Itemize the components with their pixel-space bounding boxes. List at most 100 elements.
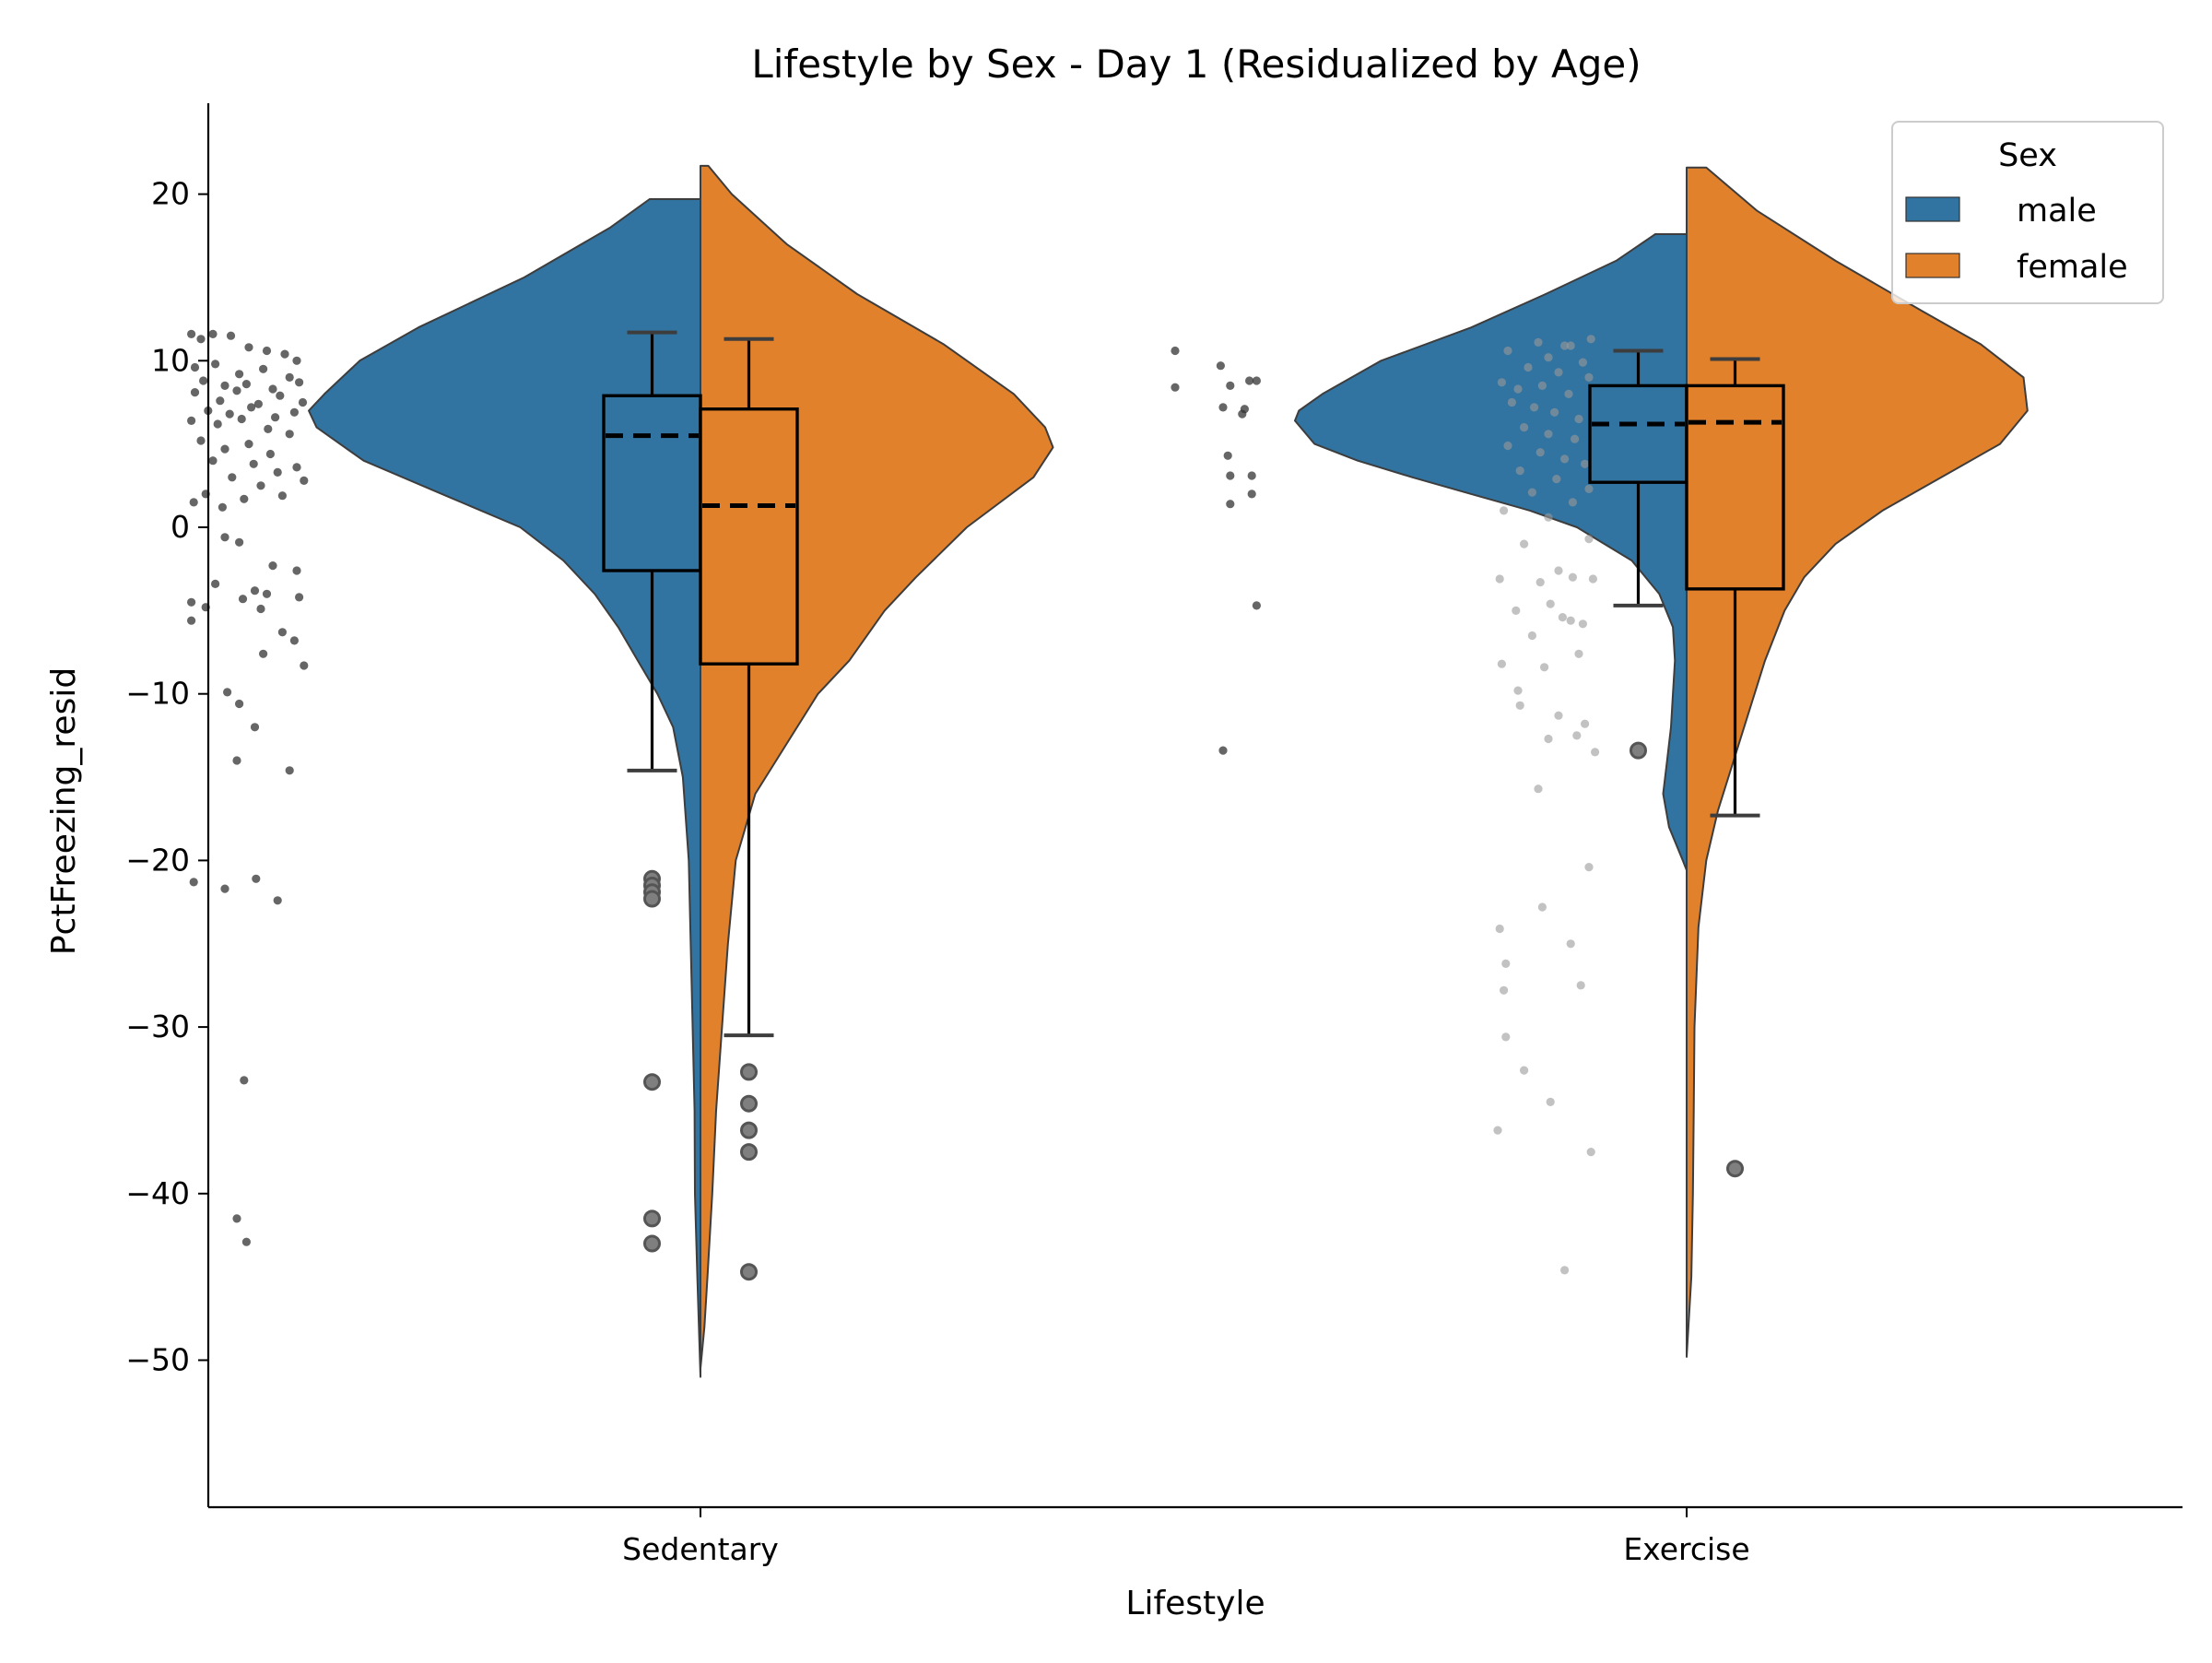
y-tick-label: −50 xyxy=(125,1342,190,1378)
x-ticks: Sedentary Exercise xyxy=(622,1507,1750,1567)
strip-point-male-sedentary xyxy=(196,335,206,344)
strip-point-male-sedentary xyxy=(265,449,275,459)
strip-point-female-sedentary xyxy=(1591,748,1600,757)
x-axis-title: Lifestyle xyxy=(1125,1585,1265,1622)
violin-female-sedentary xyxy=(700,164,1054,1370)
strip-point-male-sedentary xyxy=(289,407,299,417)
strip-point-male-sedentary xyxy=(285,372,294,382)
outlier-male-exercise xyxy=(1630,741,1647,760)
y-tick-label: 20 xyxy=(151,176,190,212)
legend-entry-female[interactable]: female xyxy=(1905,249,2128,286)
strip-point-male-sedentary xyxy=(240,494,249,503)
strip-point-female-sedentary xyxy=(1560,341,1570,350)
strip-point-female-sedentary xyxy=(1515,466,1524,476)
outlier-female-exercise xyxy=(1726,1160,1744,1178)
strip-point-female-sedentary xyxy=(1503,441,1512,451)
strip-point-male-sedentary xyxy=(226,331,236,340)
strip-point-male-exercise xyxy=(1240,405,1249,414)
strip-point-male-sedentary xyxy=(271,413,280,422)
strip-point-female-sedentary xyxy=(1560,1266,1570,1275)
strip-point-male-sedentary xyxy=(256,604,265,614)
strip-point-male-sedentary xyxy=(277,628,287,637)
strip-layer xyxy=(187,329,1600,1275)
legend-entry-male[interactable]: male xyxy=(1905,193,2097,230)
strip-point-male-sedentary xyxy=(211,360,220,369)
outlier-female-sedentary xyxy=(740,1263,758,1281)
strip-point-female-sedentary xyxy=(1520,1066,1529,1075)
strip-point-female-sedentary xyxy=(1572,731,1582,740)
strip-point-female-sedentary xyxy=(1544,353,1553,362)
strip-point-male-sedentary xyxy=(232,756,241,765)
strip-point-female-sedentary xyxy=(1537,381,1547,390)
strip-point-female-sedentary xyxy=(1581,719,1590,728)
strip-point-male-sedentary xyxy=(208,329,218,338)
strip-point-male-exercise xyxy=(1226,381,1235,390)
strip-point-male-sedentary xyxy=(228,473,237,482)
strip-point-male-exercise xyxy=(1216,361,1225,371)
strip-point-male-exercise xyxy=(1171,346,1180,356)
strip-point-male-sedentary xyxy=(232,386,241,395)
strip-point-male-sedentary xyxy=(264,424,273,433)
strip-point-male-sedentary xyxy=(273,896,282,905)
strip-point-male-sedentary xyxy=(253,399,263,408)
strip-point-male-sedentary xyxy=(292,566,301,575)
strip-point-female-sedentary xyxy=(1535,448,1545,457)
strip-point-male-exercise xyxy=(1252,376,1261,385)
strip-point-female-sedentary xyxy=(1520,539,1529,548)
strip-point-male-sedentary xyxy=(187,329,196,338)
axes-layer xyxy=(206,103,2183,1509)
strip-point-male-sedentary xyxy=(190,388,200,397)
strip-point-male-sedentary xyxy=(218,502,227,512)
strip-point-male-sedentary xyxy=(199,376,208,385)
strip-point-female-sedentary xyxy=(1578,619,1587,629)
strip-point-female-sedentary xyxy=(1574,649,1583,658)
strip-point-male-exercise xyxy=(1226,471,1235,480)
strip-point-female-sedentary xyxy=(1584,535,1594,544)
strip-point-female-sedentary xyxy=(1493,1126,1502,1135)
y-tick-label: −40 xyxy=(125,1175,190,1211)
strip-point-male-sedentary xyxy=(213,419,222,429)
strip-point-female-sedentary xyxy=(1534,337,1543,347)
strip-point-male-sedentary xyxy=(240,1076,249,1085)
strip-point-male-sedentary xyxy=(262,346,272,356)
strip-point-male-sedentary xyxy=(235,699,244,709)
strip-point-female-sedentary xyxy=(1524,362,1533,372)
strip-point-male-exercise xyxy=(1245,376,1254,385)
strip-point-male-sedentary xyxy=(220,381,229,390)
strip-point-female-sedentary xyxy=(1568,498,1577,507)
violin-male-exercise xyxy=(1294,233,1688,872)
strip-point-male-sedentary xyxy=(273,467,282,477)
strip-point-male-sedentary xyxy=(259,649,268,658)
strip-point-male-sedentary xyxy=(211,579,220,589)
legend-swatch-female xyxy=(1905,253,1960,278)
legend[interactable]: Sex male female xyxy=(1891,121,2164,304)
x-tick-label: Sedentary xyxy=(622,1531,779,1567)
strip-point-male-exercise xyxy=(1247,489,1256,499)
strip-point-male-sedentary xyxy=(285,430,294,439)
strip-point-male-sedentary xyxy=(252,874,261,883)
strip-point-female-sedentary xyxy=(1554,711,1563,720)
strip-point-male-exercise xyxy=(1218,746,1228,755)
strip-point-female-sedentary xyxy=(1584,484,1594,494)
strip-point-male-sedentary xyxy=(244,440,253,449)
outlier-male-sedentary xyxy=(643,1234,661,1253)
strip-point-female-sedentary xyxy=(1566,939,1575,949)
strip-point-female-sedentary xyxy=(1544,734,1553,744)
strip-point-male-sedentary xyxy=(250,723,260,732)
strip-point-female-sedentary xyxy=(1576,981,1585,990)
strip-point-female-sedentary xyxy=(1546,1097,1555,1106)
strip-point-male-sedentary xyxy=(241,1237,251,1246)
strip-point-male-exercise xyxy=(1247,471,1256,480)
strip-point-female-sedentary xyxy=(1530,403,1539,412)
strip-point-male-sedentary xyxy=(268,384,277,394)
strip-point-male-sedentary xyxy=(249,459,258,468)
box-male-sedentary xyxy=(602,394,702,572)
strip-point-male-sedentary xyxy=(216,396,225,406)
strip-point-female-sedentary xyxy=(1586,335,1595,344)
strip-point-male-exercise xyxy=(1223,451,1232,460)
strip-point-male-sedentary xyxy=(187,416,196,425)
y-tick-label: −30 xyxy=(125,1008,190,1044)
strip-point-male-sedentary xyxy=(298,397,308,407)
strip-point-female-sedentary xyxy=(1550,407,1559,417)
